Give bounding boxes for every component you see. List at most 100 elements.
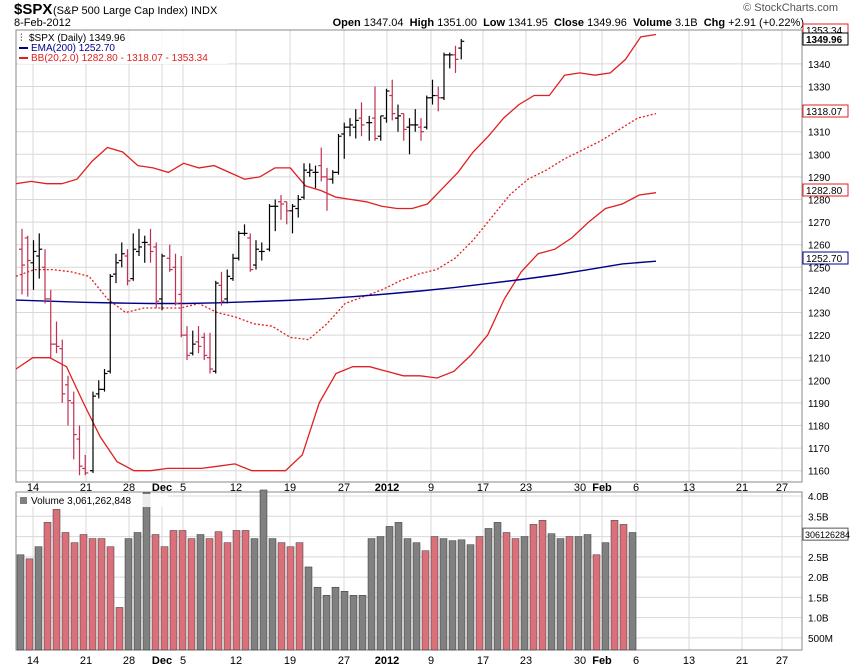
date-tick-label: 13: [683, 655, 695, 667]
volume-bar: [322, 595, 331, 651]
ohlc-bar: [82, 454, 89, 476]
volume-bar: [88, 538, 97, 651]
ohlc-bar: [400, 113, 407, 141]
price-value-tag-label: 1349.96: [806, 35, 843, 46]
volume-bar: [34, 546, 43, 651]
date-tick-label: 5: [180, 482, 186, 494]
ohlc-bar: [446, 52, 453, 69]
volume-bar: [412, 542, 421, 651]
date-axis: 14 14 21 21 28 28 Dec Dec 5 5 12 12 19 19 27 27 2012 2012…: [27, 482, 788, 667]
price-value-tag-label: 1282.80: [806, 186, 843, 197]
volume-bar: [106, 546, 115, 651]
volume-bar: [358, 595, 367, 651]
ohlc-bar: [258, 242, 265, 261]
ohlc-bar: [235, 231, 242, 261]
ohlc-bar: [59, 339, 66, 403]
ohlc-bar: [335, 133, 342, 175]
chart-date: 8-Feb-2012: [14, 17, 71, 29]
ohlc-bar: [289, 204, 296, 234]
ohlc-bar: [366, 115, 373, 141]
ohlc-bar: [141, 235, 148, 263]
volume-bar: [160, 546, 169, 651]
date-tick-label: 30: [574, 655, 586, 667]
ohlc-bar: [47, 289, 54, 358]
ohlc-bar: [389, 79, 396, 121]
bb-upper-line: [15, 33, 657, 210]
price-value-tag-label: 1353.34: [806, 26, 843, 37]
date-tick-label: 19: [284, 482, 296, 494]
volume-bar: [43, 522, 52, 651]
ohlc-bar: [452, 45, 459, 73]
legend-price: $SPX (Daily) 1349.96: [29, 33, 126, 44]
ohlc-bar: [178, 256, 185, 338]
chart-instrument-name: (S&P 500 Large Cap Index) INDX: [53, 5, 218, 17]
volume-bar: [493, 522, 502, 651]
ohlc-bar: [30, 240, 37, 290]
price-bars: [19, 39, 465, 476]
price-tick-label: 1290: [808, 173, 831, 184]
volume-bar: [403, 538, 412, 651]
volume-bar: [547, 533, 556, 651]
date-tick-label: 30: [574, 482, 586, 494]
legend-ema: EMA(200) 1252.70: [31, 43, 115, 54]
volume-bar: [16, 554, 25, 651]
date-tick-label: 2012: [375, 655, 399, 667]
volume-tick-label: 500M: [808, 634, 833, 645]
ohlc-bar: [347, 118, 353, 137]
price-value-tag: [802, 32, 849, 46]
volume-bar: [376, 536, 385, 651]
volume-legend: Volume 3,061,262,848: [18, 494, 168, 507]
volume-bar: [574, 536, 583, 651]
ohlc-bar: [241, 224, 248, 236]
price-tick-label: 1200: [808, 376, 831, 387]
ohlc-bar: [429, 79, 436, 105]
volume-bar: [286, 546, 295, 651]
ohlc-bar: [295, 194, 302, 218]
change-label: Chg: [703, 17, 726, 29]
ohlc-bar: [266, 204, 273, 252]
ohlc-bar: [65, 375, 71, 426]
ohlc-bar: [189, 330, 196, 356]
price-value-tag: [802, 104, 849, 118]
date-tick-label: Feb: [592, 655, 612, 667]
ohlc-bar: [95, 380, 102, 399]
ohlc-bar: [278, 194, 284, 220]
price-tick-label: 1300: [808, 150, 831, 161]
ohlc-bar: [458, 39, 465, 60]
date-tick-label: 13: [683, 482, 695, 494]
price-tick-label: 1330: [808, 83, 831, 94]
price-value-tag-label: 1318.07: [806, 107, 843, 118]
price-tick-label: 1180: [808, 422, 830, 433]
ohlc-bar: [312, 165, 319, 189]
ohlc-bar: [107, 274, 114, 374]
price-value-tag: [802, 251, 849, 265]
low-value: 1341.95: [508, 17, 548, 29]
close-label: Close: [554, 17, 584, 29]
ohlc-bar: [218, 271, 225, 306]
ohlc-bar: [341, 122, 348, 159]
ohlc-bar: [423, 95, 430, 130]
volume-bar: [214, 531, 223, 651]
volume-bar: [610, 520, 619, 651]
price-value-tag-label: 1252.70: [806, 254, 843, 265]
ohlc-bar: [395, 104, 401, 132]
volume-bar: [349, 595, 358, 651]
price-tick-label: 1170: [808, 444, 830, 455]
close-value: 1349.96: [587, 17, 627, 29]
volume-bar: [196, 534, 205, 651]
volume-bar: [502, 532, 511, 651]
volume-value-tag: [802, 527, 849, 541]
open-value: 1347.04: [363, 17, 404, 29]
ohlc-bar: [207, 332, 213, 374]
volume-bar: [187, 538, 196, 651]
volume-bar: [79, 534, 88, 651]
price-tick-label: 1280: [808, 196, 831, 207]
ohlc-bar: [283, 201, 290, 225]
volume-bars: [16, 489, 637, 651]
ohlc-bar: [159, 253, 165, 311]
volume-bar: [385, 526, 394, 651]
volume-bar: [205, 538, 214, 651]
date-tick-label: 23: [520, 482, 532, 494]
price-axis: 1160 1170 1180 1190 1200 1210 1220 1230 1240 1250…: [808, 60, 831, 478]
